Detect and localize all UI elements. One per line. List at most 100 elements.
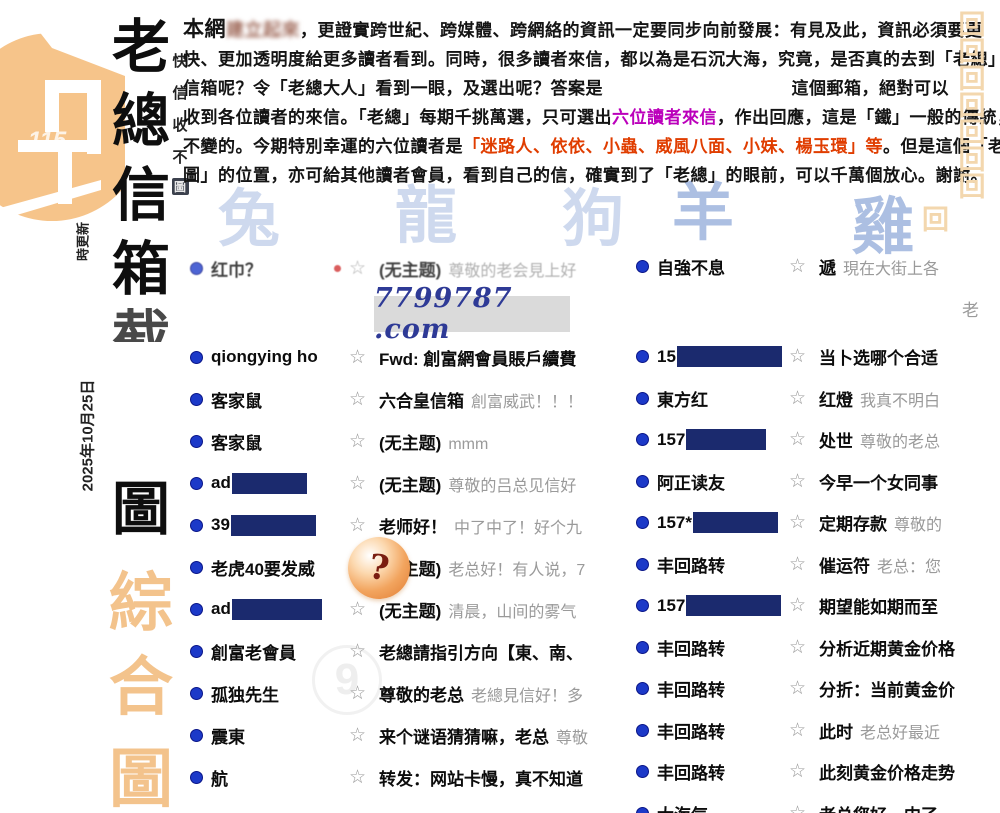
subject[interactable]: 分折：当前黄金价 (819, 676, 962, 701)
mail-list-item[interactable]: 大海气 ☆ 老总您好，中了 (636, 793, 1000, 813)
sender-name[interactable]: ad (211, 598, 349, 620)
star-icon[interactable]: ☆ (349, 514, 367, 536)
mail-list-item[interactable]: 15 ☆ 当卜选哪个合适 (636, 336, 1000, 378)
star-icon[interactable]: ☆ (349, 724, 367, 746)
star-icon[interactable]: ☆ (789, 761, 807, 783)
subject[interactable]: 此时 老总好最近 (819, 718, 940, 743)
subject[interactable]: 六合皇信箱 創富威武！！！ (379, 387, 583, 412)
star-icon[interactable]: ☆ (789, 802, 819, 813)
sender-name[interactable]: 東方红 (657, 386, 789, 411)
sender-name[interactable]: 丰回路转 (657, 635, 789, 660)
star-icon[interactable]: ☆ (789, 595, 807, 617)
sender-name[interactable]: qiongying ho (211, 347, 349, 367)
subject[interactable]: 定期存款 尊敬的 (819, 510, 942, 535)
subject[interactable]: (无主题) 清晨，山间的雾气 (379, 597, 576, 622)
star-icon[interactable]: ☆ (789, 553, 807, 575)
subject[interactable]: 老师好！ 中了中了！好个九 (379, 513, 582, 538)
star-icon[interactable]: ☆ (349, 472, 367, 494)
mail-list-item[interactable]: 客家鼠 ☆ 六合皇信箱 創富威武！！！ (190, 378, 638, 420)
star-icon[interactable]: ☆ (349, 682, 367, 704)
mail-list-item[interactable]: 丰回路转 ☆ 此刻黄金价格走势 (636, 751, 1000, 793)
mail-list-item[interactable]: 157 ☆ 期望能如期而至 (636, 585, 1000, 627)
mail-list-item[interactable]: ad ☆ (无主题) 尊敬的吕总见信好 (190, 462, 638, 504)
mail-list-item[interactable]: 客家鼠 ☆ (无主题) mmm (190, 420, 638, 462)
sender-name[interactable]: 航 (211, 765, 349, 790)
star-icon[interactable]: ☆ (349, 346, 367, 368)
mail-list-item[interactable]: 157* ☆ 定期存款 尊敬的 (636, 502, 1000, 544)
sender-name[interactable]: 客家鼠 (211, 387, 349, 412)
mail-list-item[interactable]: 丰回路转 ☆ 此时 老总好最近 (636, 710, 1000, 752)
sender-name[interactable]: 創富老會員 (211, 639, 349, 664)
subject[interactable]: 处世 尊敬的老总 (819, 427, 940, 452)
sender-name[interactable]: 157 (657, 595, 789, 617)
star-icon[interactable]: ☆ (789, 429, 807, 451)
subject[interactable]: (无主题) 尊敬的吕总见信好 (379, 471, 576, 496)
star-icon[interactable]: ☆ (789, 719, 807, 741)
mail-list-item[interactable]: 航 ☆ 转发：网站卡慢，真不知道 (190, 756, 638, 798)
star-icon[interactable]: ☆ (349, 598, 367, 620)
sender-name[interactable]: 阿正读友 (657, 469, 789, 494)
mail-list-item[interactable]: 红巾？ ☆ (无主题) 尊敬的老会見上好 (190, 248, 638, 288)
mail-list-item[interactable]: 丰回路转 ☆ 分折：当前黄金价 (636, 668, 1000, 710)
star-icon[interactable]: ☆ (349, 388, 367, 410)
sender-name[interactable]: 15 (657, 346, 789, 368)
sender-name[interactable]: 39 (211, 514, 349, 536)
star-icon[interactable]: ☆ (789, 255, 807, 277)
subject[interactable]: Fwd: 創富網會員賬戶續費 (379, 345, 583, 370)
sender-name[interactable]: 丰回路转 (657, 552, 789, 577)
sender-name[interactable]: ad (211, 472, 349, 494)
mail-list-item[interactable]: 東方红 ☆ 红燈 我真不明白 (636, 378, 1000, 420)
subject[interactable]: 来个谜语猜猜嘛，老总 尊敬 (379, 723, 588, 748)
star-icon[interactable]: ☆ (789, 470, 807, 492)
mail-list-item[interactable]: ad ☆ (无主题) 清晨，山间的雾气 (190, 588, 638, 630)
subject[interactable]: (无主题) 尊敬的老会見上好 (379, 256, 576, 281)
sender-name[interactable]: 丰回路转 (657, 759, 789, 784)
star-icon[interactable]: ☆ (789, 678, 807, 700)
mail-list-item[interactable]: 39 ☆ 老师好！ 中了中了！好个九 (190, 504, 638, 546)
subject[interactable]: 分析近期黄金价格 (819, 635, 962, 660)
sender-name[interactable]: 震東 (211, 723, 349, 748)
mail-list-item[interactable]: 157 ☆ 处世 尊敬的老总 (636, 419, 1000, 461)
subject[interactable]: 老总您好，中了 (819, 801, 945, 813)
star-icon[interactable]: ☆ (349, 766, 367, 788)
star-icon[interactable]: ☆ (349, 430, 367, 452)
sender-name[interactable]: 157 (657, 429, 789, 451)
subject[interactable]: 期望能如期而至 (819, 593, 945, 618)
sender-name[interactable]: 157* (657, 512, 789, 534)
star-icon[interactable]: ☆ (789, 512, 807, 534)
subject[interactable]: (无主题) mmm (379, 429, 488, 454)
sender-name[interactable]: 丰回路转 (657, 676, 789, 701)
sender-name[interactable]: 大海气 (657, 801, 789, 813)
mail-list-item[interactable]: 丰回路转 ☆ 催运符 老总：您 (636, 544, 1000, 586)
mail-list-item[interactable]: 震東 ☆ 来个谜语猜猜嘛，老总 尊敬 (190, 714, 638, 756)
subject[interactable]: 催运符 老总：您 (819, 552, 941, 577)
sender-name[interactable]: 老虎40要发威 (211, 555, 349, 580)
mail-list-item[interactable]: 阿正读友 ☆ 今早一个女同事 (636, 461, 1000, 503)
mail-list-item[interactable]: 丰回路转 ☆ 分析近期黄金价格 (636, 627, 1000, 669)
subject[interactable]: 尊敬的老总 老總見信好！多 (379, 681, 583, 706)
subject[interactable]: 此刻黄金价格走势 (819, 759, 962, 784)
subject[interactable]: 老總請指引方向【東、南、 (379, 639, 590, 664)
mail-list-item[interactable]: 創富老會員 ☆ 老總請指引方向【東、南、 (190, 630, 638, 672)
sender-name[interactable]: 丰回路转 (657, 718, 789, 743)
subject[interactable]: 遞現在大街上各 (819, 254, 939, 279)
sender-name[interactable]: 红巾？ (211, 256, 349, 281)
mail-list-item[interactable]: 老虎40要发威 ☆ (无主题)老总好！有人说，7 (190, 546, 638, 588)
sender-name[interactable]: 孤独先生 (211, 681, 349, 706)
mail-list-item[interactable]: 自強不息 ☆ 遞現在大街上各 (636, 246, 1000, 286)
subject[interactable]: 红燈 我真不明白 (819, 386, 940, 411)
sender-name[interactable]: 自強不息 (657, 254, 789, 279)
mail-list-item[interactable]: 孤独先生 ☆ 尊敬的老总 老總見信好！多 (190, 672, 638, 714)
star-icon[interactable]: ☆ (789, 346, 807, 368)
subject[interactable]: 转发：网站卡慢，真不知道 (379, 765, 590, 790)
star-icon[interactable]: ☆ (349, 640, 367, 662)
star-icon[interactable]: ☆ (349, 257, 367, 279)
subject[interactable]: 当卜选哪个合适 (819, 344, 945, 369)
subject-text: 此时 (819, 722, 853, 742)
domain-banner[interactable]: 7799787 .com (374, 283, 570, 345)
mail-list-item[interactable]: qiongying ho ☆ Fwd: 創富網會員賬戶續費 (190, 336, 638, 378)
star-icon[interactable]: ☆ (789, 387, 807, 409)
sender-name[interactable]: 客家鼠 (211, 429, 349, 454)
subject[interactable]: 今早一个女同事 (819, 469, 945, 494)
star-icon[interactable]: ☆ (789, 636, 807, 658)
